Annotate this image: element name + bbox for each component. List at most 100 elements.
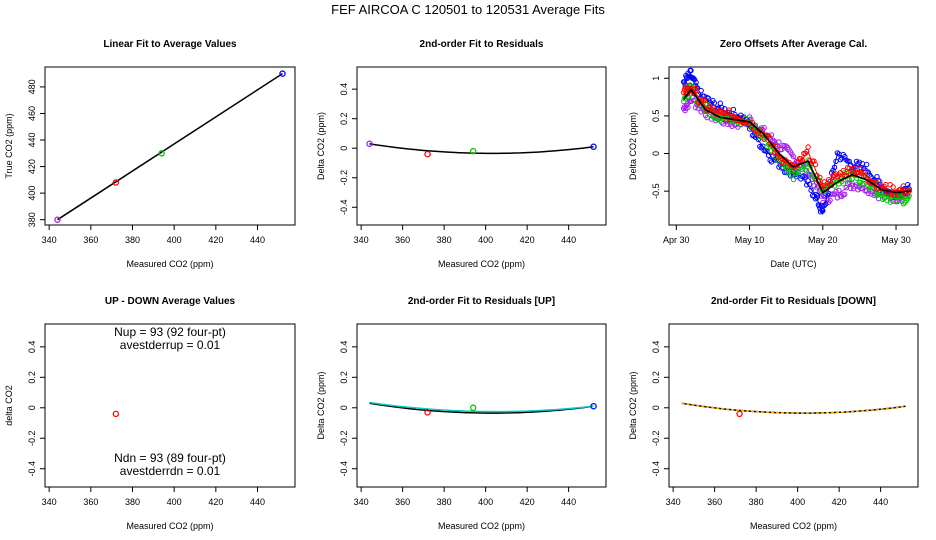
data-point: [590, 403, 597, 410]
y-tick-label: 0: [27, 405, 37, 410]
panel-title: 2nd-order Fit to Residuals: [420, 39, 544, 50]
x-tick-label: 440: [250, 497, 265, 507]
series-point: [726, 107, 732, 113]
y-tick-label: 0.2: [651, 371, 661, 384]
data-point: [279, 70, 286, 77]
series-point: [864, 161, 870, 168]
y-tick-label: -0.4: [339, 461, 349, 477]
series-point: [691, 76, 698, 83]
series-point: [804, 167, 810, 173]
series-point: [900, 183, 907, 189]
x-tick-label: May 20: [808, 235, 838, 245]
fit-curve: [369, 401, 594, 413]
series-point: [714, 106, 720, 113]
x-tick-label: 420: [520, 497, 535, 507]
series-point: [770, 137, 776, 143]
y-tick-label: -0.2: [651, 430, 661, 446]
series-point: [805, 144, 811, 150]
panel-3: Zero Offsets After Average Cal. Date (UTC…: [628, 39, 919, 269]
data-point: [112, 179, 120, 186]
series-point: [694, 87, 700, 94]
x-tick-label: 360: [395, 497, 410, 507]
data-point: [424, 409, 431, 416]
x-tick-label: 340: [666, 497, 681, 507]
panel-title: Linear Fit to Average Values: [103, 39, 237, 50]
series-point: [859, 181, 865, 187]
series-point: [765, 133, 772, 139]
annotation-text: avestderrdn = 0.01: [120, 464, 221, 478]
series-point: [793, 174, 800, 180]
series-point: [856, 159, 863, 165]
fit-curve: [369, 402, 594, 414]
plot-frame: [44, 323, 296, 488]
y-tick-label: -0.5: [651, 183, 661, 199]
series-point: [796, 173, 803, 179]
series-point: [782, 156, 788, 163]
x-axis-label: Measured CO2 (ppm): [126, 521, 213, 531]
series-point: [790, 176, 797, 183]
x-tick-label: 340: [42, 235, 57, 245]
series-point: [717, 100, 723, 106]
series-point: [802, 174, 808, 180]
series-point: [834, 173, 841, 180]
x-tick-label: 440: [561, 497, 576, 507]
y-axis-label: True CO2 (ppm): [4, 113, 14, 178]
y-tick-label: 0: [339, 146, 349, 151]
fit-line: [57, 73, 283, 221]
x-axis-label: Date (UTC): [770, 259, 816, 269]
series-point: [716, 105, 722, 111]
x-axis-label: Measured CO2 (ppm): [126, 259, 213, 269]
x-tick-label: 420: [208, 235, 223, 245]
series-line: [682, 88, 911, 194]
x-tick-label: 380: [437, 235, 452, 245]
y-tick-label: 0: [339, 405, 349, 410]
x-tick-label: 440: [561, 235, 576, 245]
series-point: [784, 170, 791, 176]
y-tick-label: 0.4: [339, 341, 349, 354]
data-point: [158, 150, 165, 157]
data-point: [469, 147, 477, 155]
y-tick-label: 460: [27, 106, 37, 121]
plot-frame: [44, 66, 296, 226]
series-point: [808, 187, 814, 193]
y-tick-label: -0.4: [339, 200, 349, 216]
panel-title: 2nd-order Fit to Residuals [UP]: [408, 296, 555, 307]
plot-frame: [356, 323, 607, 488]
y-tick-label: 380: [27, 212, 37, 227]
panel-5: 2nd-order Fit to Residuals [UP] Measured …: [316, 296, 607, 531]
panel-1: Linear Fit to Average Values Measured CO2…: [4, 39, 296, 269]
data-point: [424, 150, 431, 158]
y-axis-label: Delta CO2 (ppm): [628, 371, 638, 439]
x-tick-label: 360: [83, 497, 98, 507]
plot-frame: [668, 323, 919, 488]
panel-title: UP - DOWN Average Values: [105, 296, 236, 307]
y-axis-label: delta CO2: [4, 385, 14, 426]
plot-frame: [668, 66, 919, 226]
panel-6: 2nd-order Fit to Residuals [DOWN] Measure…: [628, 296, 919, 531]
x-tick-label: 400: [167, 235, 182, 245]
x-tick-label: 360: [395, 235, 410, 245]
series-point: [790, 154, 797, 160]
panel-title: 2nd-order Fit to Residuals [DOWN]: [711, 296, 876, 307]
y-tick-label: 0.5: [651, 110, 661, 123]
fit-curve: [681, 402, 906, 414]
x-tick-label: 380: [125, 497, 140, 507]
y-tick-label: 0: [651, 151, 661, 156]
series-point: [900, 201, 907, 207]
series-point: [755, 136, 761, 143]
y-tick-label: -0.4: [651, 461, 661, 477]
panel-4: UP - DOWN Average Values Measured CO2 (pp…: [4, 296, 296, 531]
y-tick-label: 0.2: [339, 371, 349, 384]
fit-curve: [369, 143, 594, 155]
x-tick-label: 380: [437, 497, 452, 507]
annotation-text: Ndn = 93 (89 four-pt): [114, 451, 226, 465]
y-tick-label: 0.4: [27, 341, 37, 354]
data-point: [736, 410, 743, 418]
x-tick-label: 420: [520, 235, 535, 245]
series-point: [688, 67, 694, 74]
x-tick-label: 360: [707, 497, 722, 507]
series-point: [692, 104, 699, 111]
x-tick-label: 400: [478, 235, 493, 245]
x-tick-label: 340: [354, 497, 369, 507]
